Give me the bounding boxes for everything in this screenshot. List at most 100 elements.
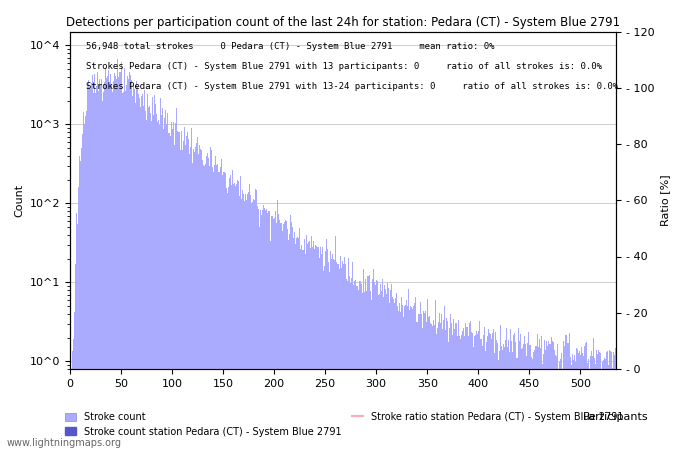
Bar <box>332 259 334 450</box>
Bar <box>104 82 105 450</box>
Bar <box>546 341 547 450</box>
Bar <box>410 306 412 450</box>
Bar <box>238 181 239 450</box>
Bar <box>440 323 441 450</box>
Bar <box>519 334 521 450</box>
Bar <box>116 79 118 450</box>
Bar <box>150 113 151 450</box>
Bar <box>147 94 148 450</box>
Bar <box>526 343 528 450</box>
Bar <box>401 297 402 450</box>
Bar <box>288 240 289 450</box>
Bar <box>544 340 545 450</box>
Bar <box>566 343 568 450</box>
Bar <box>160 98 161 450</box>
Bar <box>608 365 610 450</box>
Bar <box>182 150 183 450</box>
Bar <box>575 348 577 450</box>
Bar <box>129 72 130 450</box>
Bar <box>87 84 88 450</box>
Bar <box>473 347 474 450</box>
Bar <box>485 351 486 450</box>
Bar <box>340 256 341 450</box>
Bar <box>162 108 163 450</box>
Bar <box>355 280 356 450</box>
Bar <box>593 338 594 450</box>
Bar <box>245 194 246 450</box>
Bar <box>267 212 269 450</box>
Bar <box>476 331 477 450</box>
Bar <box>173 122 174 450</box>
Bar <box>194 152 195 450</box>
Bar <box>524 336 525 450</box>
Text: Participants: Participants <box>583 412 649 422</box>
Bar <box>183 140 184 450</box>
Bar <box>167 113 169 450</box>
Bar <box>508 340 510 450</box>
Bar <box>598 350 599 450</box>
Bar <box>102 101 103 450</box>
Bar <box>564 346 566 450</box>
Bar <box>141 96 142 450</box>
Bar <box>303 250 304 450</box>
Bar <box>212 167 214 450</box>
Bar <box>300 249 301 450</box>
Bar <box>463 328 464 450</box>
Bar <box>457 336 458 450</box>
Bar <box>547 346 548 450</box>
Bar <box>466 328 468 450</box>
Bar <box>596 350 597 450</box>
Bar <box>436 334 437 450</box>
Bar <box>158 120 160 450</box>
Bar <box>107 76 108 450</box>
Bar <box>570 365 572 450</box>
Text: Strokes Pedara (CT) - System Blue 2791 with 13-24 participants: 0     ratio of a: Strokes Pedara (CT) - System Blue 2791 w… <box>86 82 619 91</box>
Bar <box>592 356 593 450</box>
Bar <box>188 140 189 450</box>
Bar <box>379 284 381 450</box>
Bar <box>493 329 494 450</box>
Bar <box>445 330 446 450</box>
Bar <box>540 348 541 450</box>
Bar <box>474 336 475 450</box>
Bar <box>554 350 555 450</box>
Bar <box>610 351 611 450</box>
Bar <box>88 80 89 450</box>
Bar <box>105 68 106 450</box>
Bar <box>494 353 495 450</box>
Bar <box>470 332 472 450</box>
Bar <box>292 227 293 450</box>
Bar <box>161 115 162 450</box>
Bar <box>475 335 476 450</box>
Bar <box>559 362 561 450</box>
Bar <box>455 323 456 450</box>
Bar <box>210 147 211 450</box>
Bar <box>534 350 535 450</box>
Bar <box>449 328 450 450</box>
Bar <box>225 189 227 450</box>
Bar <box>253 199 254 450</box>
Bar <box>298 238 299 450</box>
Bar <box>195 148 196 450</box>
Bar <box>495 332 496 450</box>
Bar <box>263 205 265 450</box>
Bar <box>294 232 295 450</box>
Bar <box>405 305 406 450</box>
Bar <box>594 358 595 450</box>
Bar <box>153 115 154 450</box>
Bar <box>506 328 507 450</box>
Bar <box>135 104 136 450</box>
Bar <box>417 314 419 450</box>
Bar <box>344 257 345 450</box>
Bar <box>165 110 167 450</box>
Bar <box>357 286 358 450</box>
Bar <box>589 369 590 450</box>
Bar <box>486 342 487 450</box>
Bar <box>477 331 479 450</box>
Bar <box>234 186 236 450</box>
Bar <box>98 91 99 450</box>
Bar <box>316 246 318 450</box>
Bar <box>258 209 259 450</box>
Bar <box>615 348 617 450</box>
Bar <box>399 303 400 450</box>
